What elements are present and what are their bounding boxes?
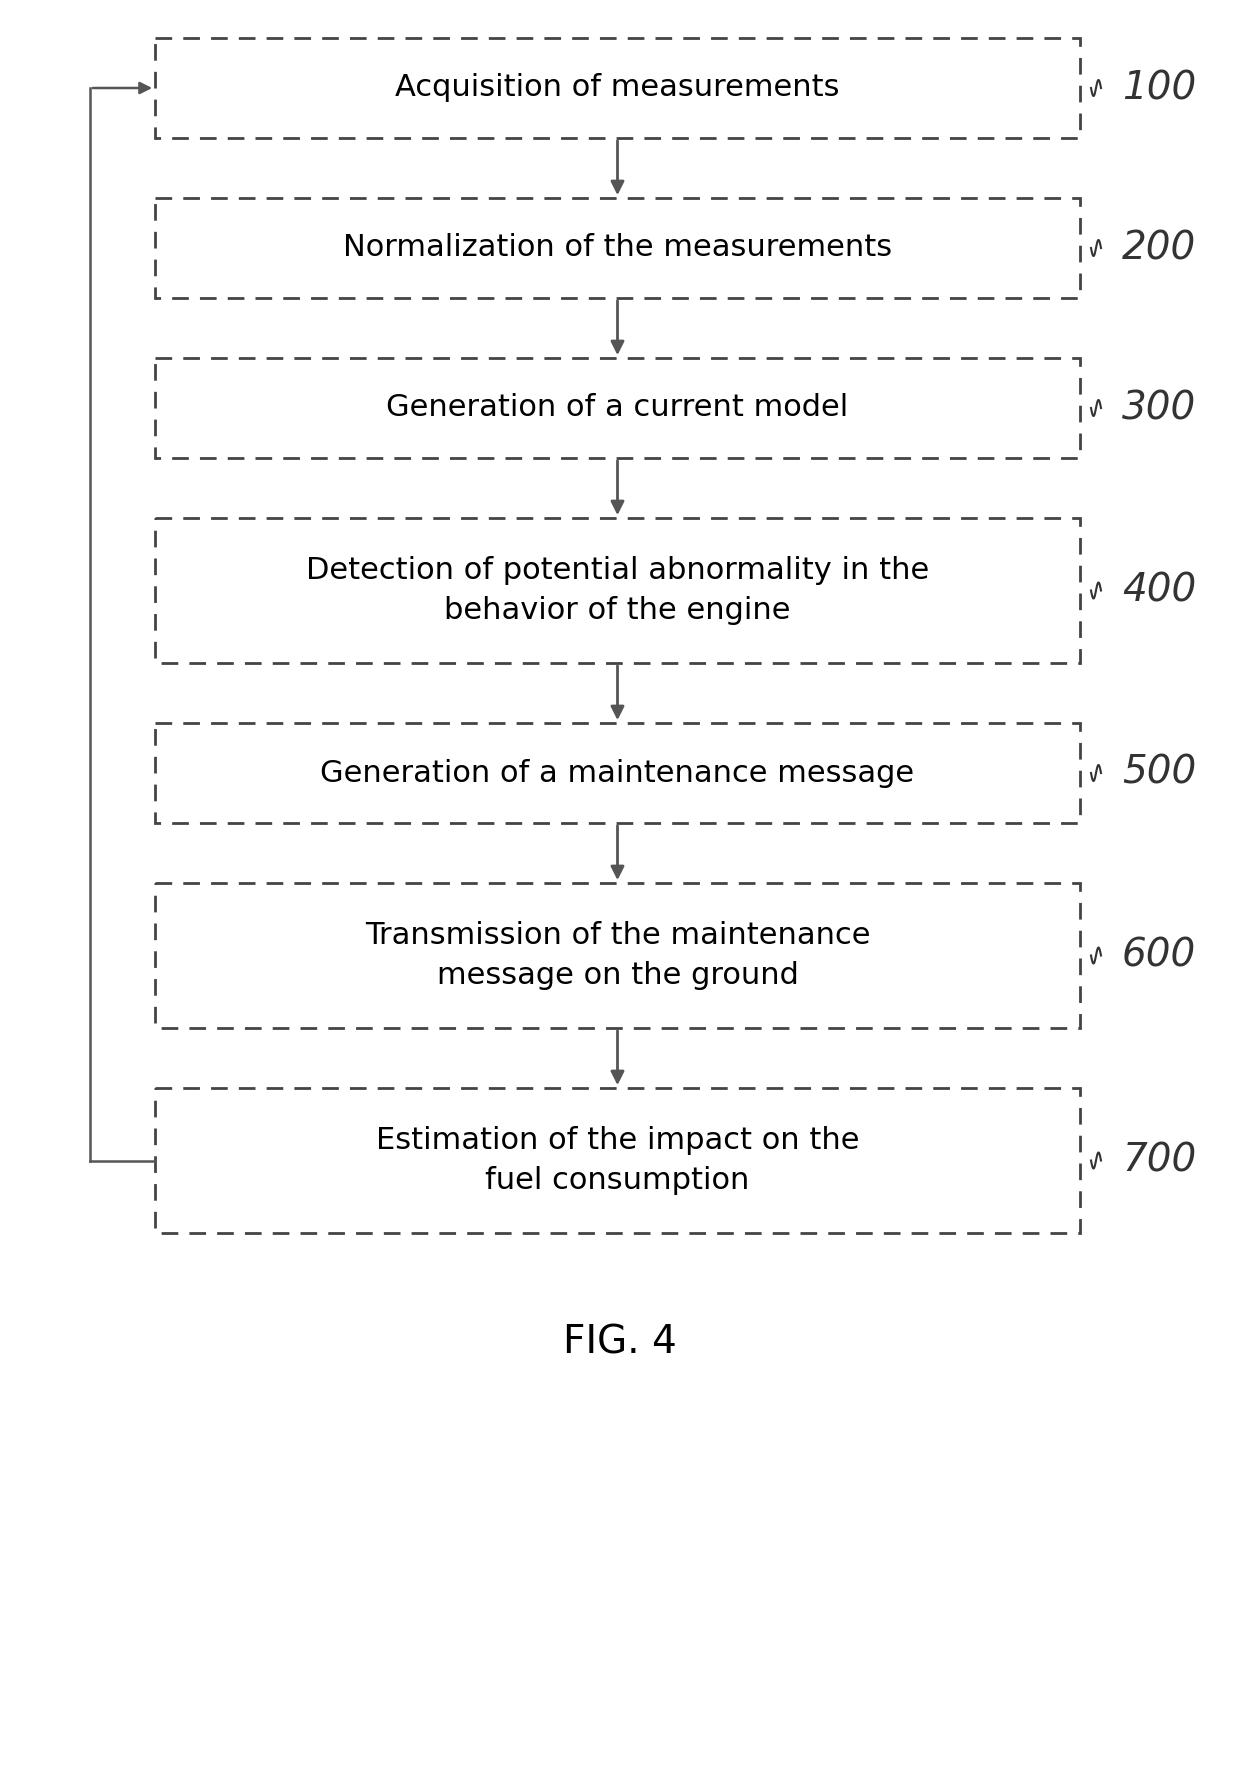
Text: Estimation of the impact on the
fuel consumption: Estimation of the impact on the fuel con…: [376, 1125, 859, 1196]
Text: Acquisition of measurements: Acquisition of measurements: [396, 74, 839, 102]
Bar: [155, 722, 1080, 823]
Text: Generation of a maintenance message: Generation of a maintenance message: [320, 759, 915, 788]
Text: 100: 100: [1122, 69, 1197, 108]
Bar: [155, 39, 1080, 138]
Text: 500: 500: [1122, 754, 1197, 791]
Bar: [155, 358, 1080, 457]
Text: 300: 300: [1122, 389, 1197, 427]
Text: Detection of potential abnormality in the
behavior of the engine: Detection of potential abnormality in th…: [306, 556, 929, 625]
Text: 400: 400: [1122, 572, 1197, 609]
Bar: [155, 883, 1080, 1028]
Text: FIG. 4: FIG. 4: [563, 1323, 677, 1362]
Bar: [155, 1088, 1080, 1233]
Bar: [155, 198, 1080, 298]
Text: 200: 200: [1122, 230, 1197, 267]
Text: 600: 600: [1122, 936, 1197, 975]
Text: 700: 700: [1122, 1141, 1197, 1180]
Bar: [155, 517, 1080, 662]
Text: Transmission of the maintenance
message on the ground: Transmission of the maintenance message …: [365, 920, 870, 991]
Text: Normalization of the measurements: Normalization of the measurements: [343, 233, 892, 263]
Text: Generation of a current model: Generation of a current model: [387, 394, 848, 422]
